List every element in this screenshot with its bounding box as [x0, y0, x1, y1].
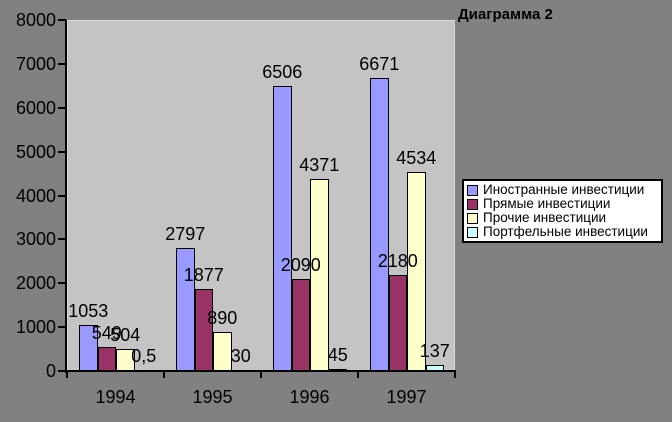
y-tick-label: 2000: [15, 273, 56, 294]
legend-item-direct-investments: Прямые инвестиции: [467, 197, 658, 211]
x-tick-label-1997: 1997: [386, 387, 427, 407]
y-tick-label: 7000: [15, 53, 56, 74]
y-tick-label: 0: [45, 361, 56, 381]
data-label-direct-investments-1994: 549: [91, 322, 122, 343]
legend-label-other-investments: Прочие инвестиции: [483, 210, 607, 225]
data-label-portfolio-investments-1994: 0,5: [131, 345, 157, 366]
data-label-portfolio-investments-1995: 30: [230, 345, 251, 366]
y-axis-tick: [58, 282, 66, 285]
bar-foreign-investments-1997: [370, 78, 389, 371]
legend-label-foreign-investments: Иностранные инвестиции: [483, 182, 645, 197]
legend-label-portfolio-investments: Портфельные инвестиции: [483, 224, 648, 239]
data-label-direct-investments-1996: 2090: [280, 255, 321, 276]
y-axis-tick: [58, 370, 66, 372]
x-axis-tick: [454, 370, 456, 378]
y-axis-tick: [58, 194, 66, 197]
y-axis-tick: [58, 106, 66, 109]
y-axis-tick: [58, 326, 66, 329]
data-label-foreign-investments-1995: 2797: [165, 224, 206, 245]
legend-item-other-investments: Прочие инвестиции: [467, 211, 658, 225]
x-tick-label-1994: 1994: [95, 387, 136, 407]
data-label-foreign-investments-1994: 1053: [68, 300, 109, 321]
legend-item-foreign-investments: Иностранные инвестиции: [467, 183, 658, 197]
legend-label-direct-investments: Прямые инвестиции: [483, 196, 611, 211]
data-label-direct-investments-1995: 1877: [183, 264, 224, 285]
data-label-foreign-investments-1997: 6671: [359, 54, 400, 75]
data-label-foreign-investments-1996: 6506: [262, 61, 303, 82]
legend-item-portfolio-investments: Портфельные инвестиции: [467, 225, 658, 239]
y-axis-line: [65, 20, 67, 373]
data-label-portfolio-investments-1997: 137: [419, 340, 450, 361]
y-tick-label: 4000: [15, 185, 56, 206]
x-axis-tick: [357, 370, 359, 378]
y-tick-label: 3000: [15, 229, 56, 250]
legend-swatch-other-investments: [467, 212, 478, 224]
chart-title: Диаграмма 2: [458, 6, 553, 23]
data-label-other-investments-1997: 4534: [396, 148, 437, 169]
data-label-other-investments-1994: 504: [110, 324, 141, 345]
x-axis-tick: [66, 370, 68, 378]
y-tick-label: 1000: [15, 317, 56, 338]
legend: Иностранные инвестиции Прямые инвестиции П…: [462, 179, 663, 243]
data-label-portfolio-investments-1996: 45: [327, 345, 348, 366]
data-label-other-investments-1996: 4371: [299, 155, 340, 176]
y-tick-label: 8000: [15, 10, 56, 30]
data-label-other-investments-1995: 890: [207, 307, 238, 328]
legend-swatch-foreign-investments: [467, 184, 478, 196]
x-tick-label-1995: 1995: [192, 387, 233, 407]
data-label-direct-investments-1997: 2180: [377, 251, 418, 272]
x-axis-tick: [260, 370, 262, 378]
y-axis-tick: [58, 62, 66, 65]
y-axis-tick: [58, 19, 66, 21]
y-tick-label: 6000: [15, 97, 56, 118]
legend-swatch-direct-investments: [467, 198, 478, 210]
y-tick-label: 5000: [15, 141, 56, 162]
x-tick-label-1996: 1996: [289, 387, 330, 407]
y-axis-tick: [58, 150, 66, 153]
bar-foreign-investments-1996: [273, 85, 292, 371]
y-axis-tick: [58, 238, 66, 241]
legend-swatch-portfolio-investments: [467, 226, 478, 238]
x-axis-tick: [163, 370, 165, 378]
